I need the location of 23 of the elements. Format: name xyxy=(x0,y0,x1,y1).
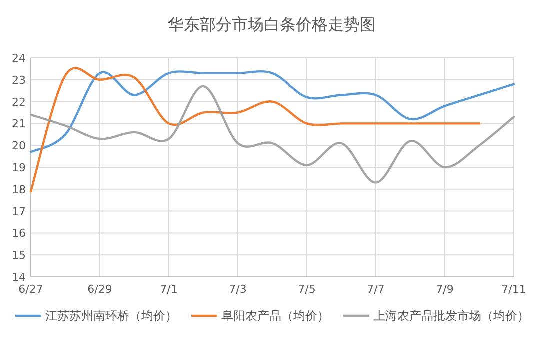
y-tick-label: 17 xyxy=(12,205,26,218)
title: 华东部分市场白条价格走势图 xyxy=(168,15,376,34)
x-tick-label: 6/27 xyxy=(18,283,44,296)
y-tick-label: 15 xyxy=(12,249,26,262)
x-tick-label: 7/5 xyxy=(298,283,316,296)
x-tick-label: 7/11 xyxy=(502,283,526,296)
x-tick-label: 6/29 xyxy=(88,283,112,296)
y-tick-label: 19 xyxy=(12,162,26,174)
y-tick-label: 23 xyxy=(12,74,26,87)
x-tick-label: 7/9 xyxy=(436,283,454,296)
x-tick-label: 7/7 xyxy=(367,283,385,296)
y-tick-label: 14 xyxy=(12,271,26,284)
y-tick-label: 22 xyxy=(12,96,26,109)
y-tick-label: 20 xyxy=(12,140,26,153)
y-tick-label: 18 xyxy=(12,183,26,196)
y-tick-label: 21 xyxy=(12,118,26,131)
legend-label: 阜阳农产品（均价） xyxy=(222,309,330,323)
legend-label: 江苏苏州南环桥（均价） xyxy=(46,309,178,323)
x-tick-label: 7/3 xyxy=(229,283,247,296)
legend-label: 上海农产品批发市场（均价） xyxy=(374,309,530,323)
x-tick-label: 7/1 xyxy=(160,283,178,296)
y-tick-label: 24 xyxy=(12,52,26,65)
y-tick-label: 16 xyxy=(12,227,26,240)
